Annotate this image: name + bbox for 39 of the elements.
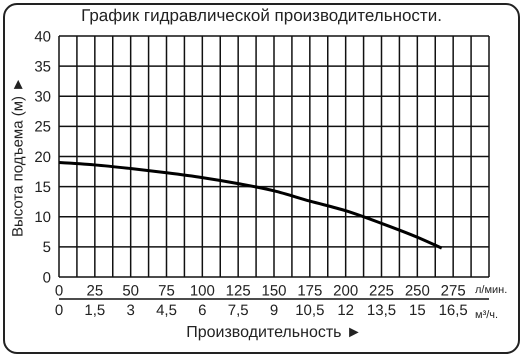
x-tick-label: 0	[54, 282, 64, 300]
x2-tick-label: 4,5	[156, 302, 177, 319]
y-tick-label: 10	[34, 209, 51, 226]
y-tick-label: 0	[42, 269, 51, 286]
x-tick-label: 150	[261, 282, 287, 300]
x2-tick-label: 6	[198, 302, 207, 319]
chart-title: График гидравлической производительности.	[81, 6, 442, 25]
x2-tick-label: 0	[54, 302, 64, 319]
x-tick-label: 175	[297, 282, 322, 300]
x2-tick-label: 13,5	[366, 302, 396, 319]
x2-tick-label: 15	[408, 302, 426, 319]
x2-tick-label: 10,5	[295, 302, 324, 319]
y-tick-label: 40	[34, 28, 51, 46]
x-tick-label: 100	[190, 282, 215, 300]
x2-tick-label: 3	[126, 302, 135, 319]
text: м³/ч.	[475, 309, 498, 321]
y-axis-title: Высота подъема (м) ►	[10, 76, 26, 238]
y-tick-label: 25	[34, 118, 51, 136]
x2-tick-label: 1,5	[84, 302, 106, 319]
y-tick-label: 5	[42, 239, 51, 256]
x2-tick-label: 16,5	[438, 302, 468, 319]
x-tick-label: 25	[86, 282, 104, 300]
x-axis-title: Производительность ►	[186, 324, 362, 341]
x2-tick-label: 12	[337, 302, 354, 319]
x-tick-label: 125	[226, 282, 251, 300]
x-tick-label: 275	[440, 282, 466, 300]
y-tick-label: 15	[34, 178, 51, 196]
y-tick-label: 35	[34, 58, 51, 76]
y-tick-label: 20	[34, 148, 51, 166]
x2-tick-label: 7,5	[228, 302, 249, 319]
y-tick-label: 30	[34, 88, 51, 106]
line-series	[59, 161, 444, 250]
x-tick-label: 200	[333, 282, 358, 300]
text: л/мин.	[475, 284, 508, 296]
x-tick-label: 250	[404, 282, 430, 300]
x-tick-label: 50	[122, 282, 140, 300]
x-tick-label: 225	[368, 282, 394, 300]
x-tick-label: 75	[158, 282, 175, 300]
x2-tick-label: 9	[270, 302, 278, 319]
